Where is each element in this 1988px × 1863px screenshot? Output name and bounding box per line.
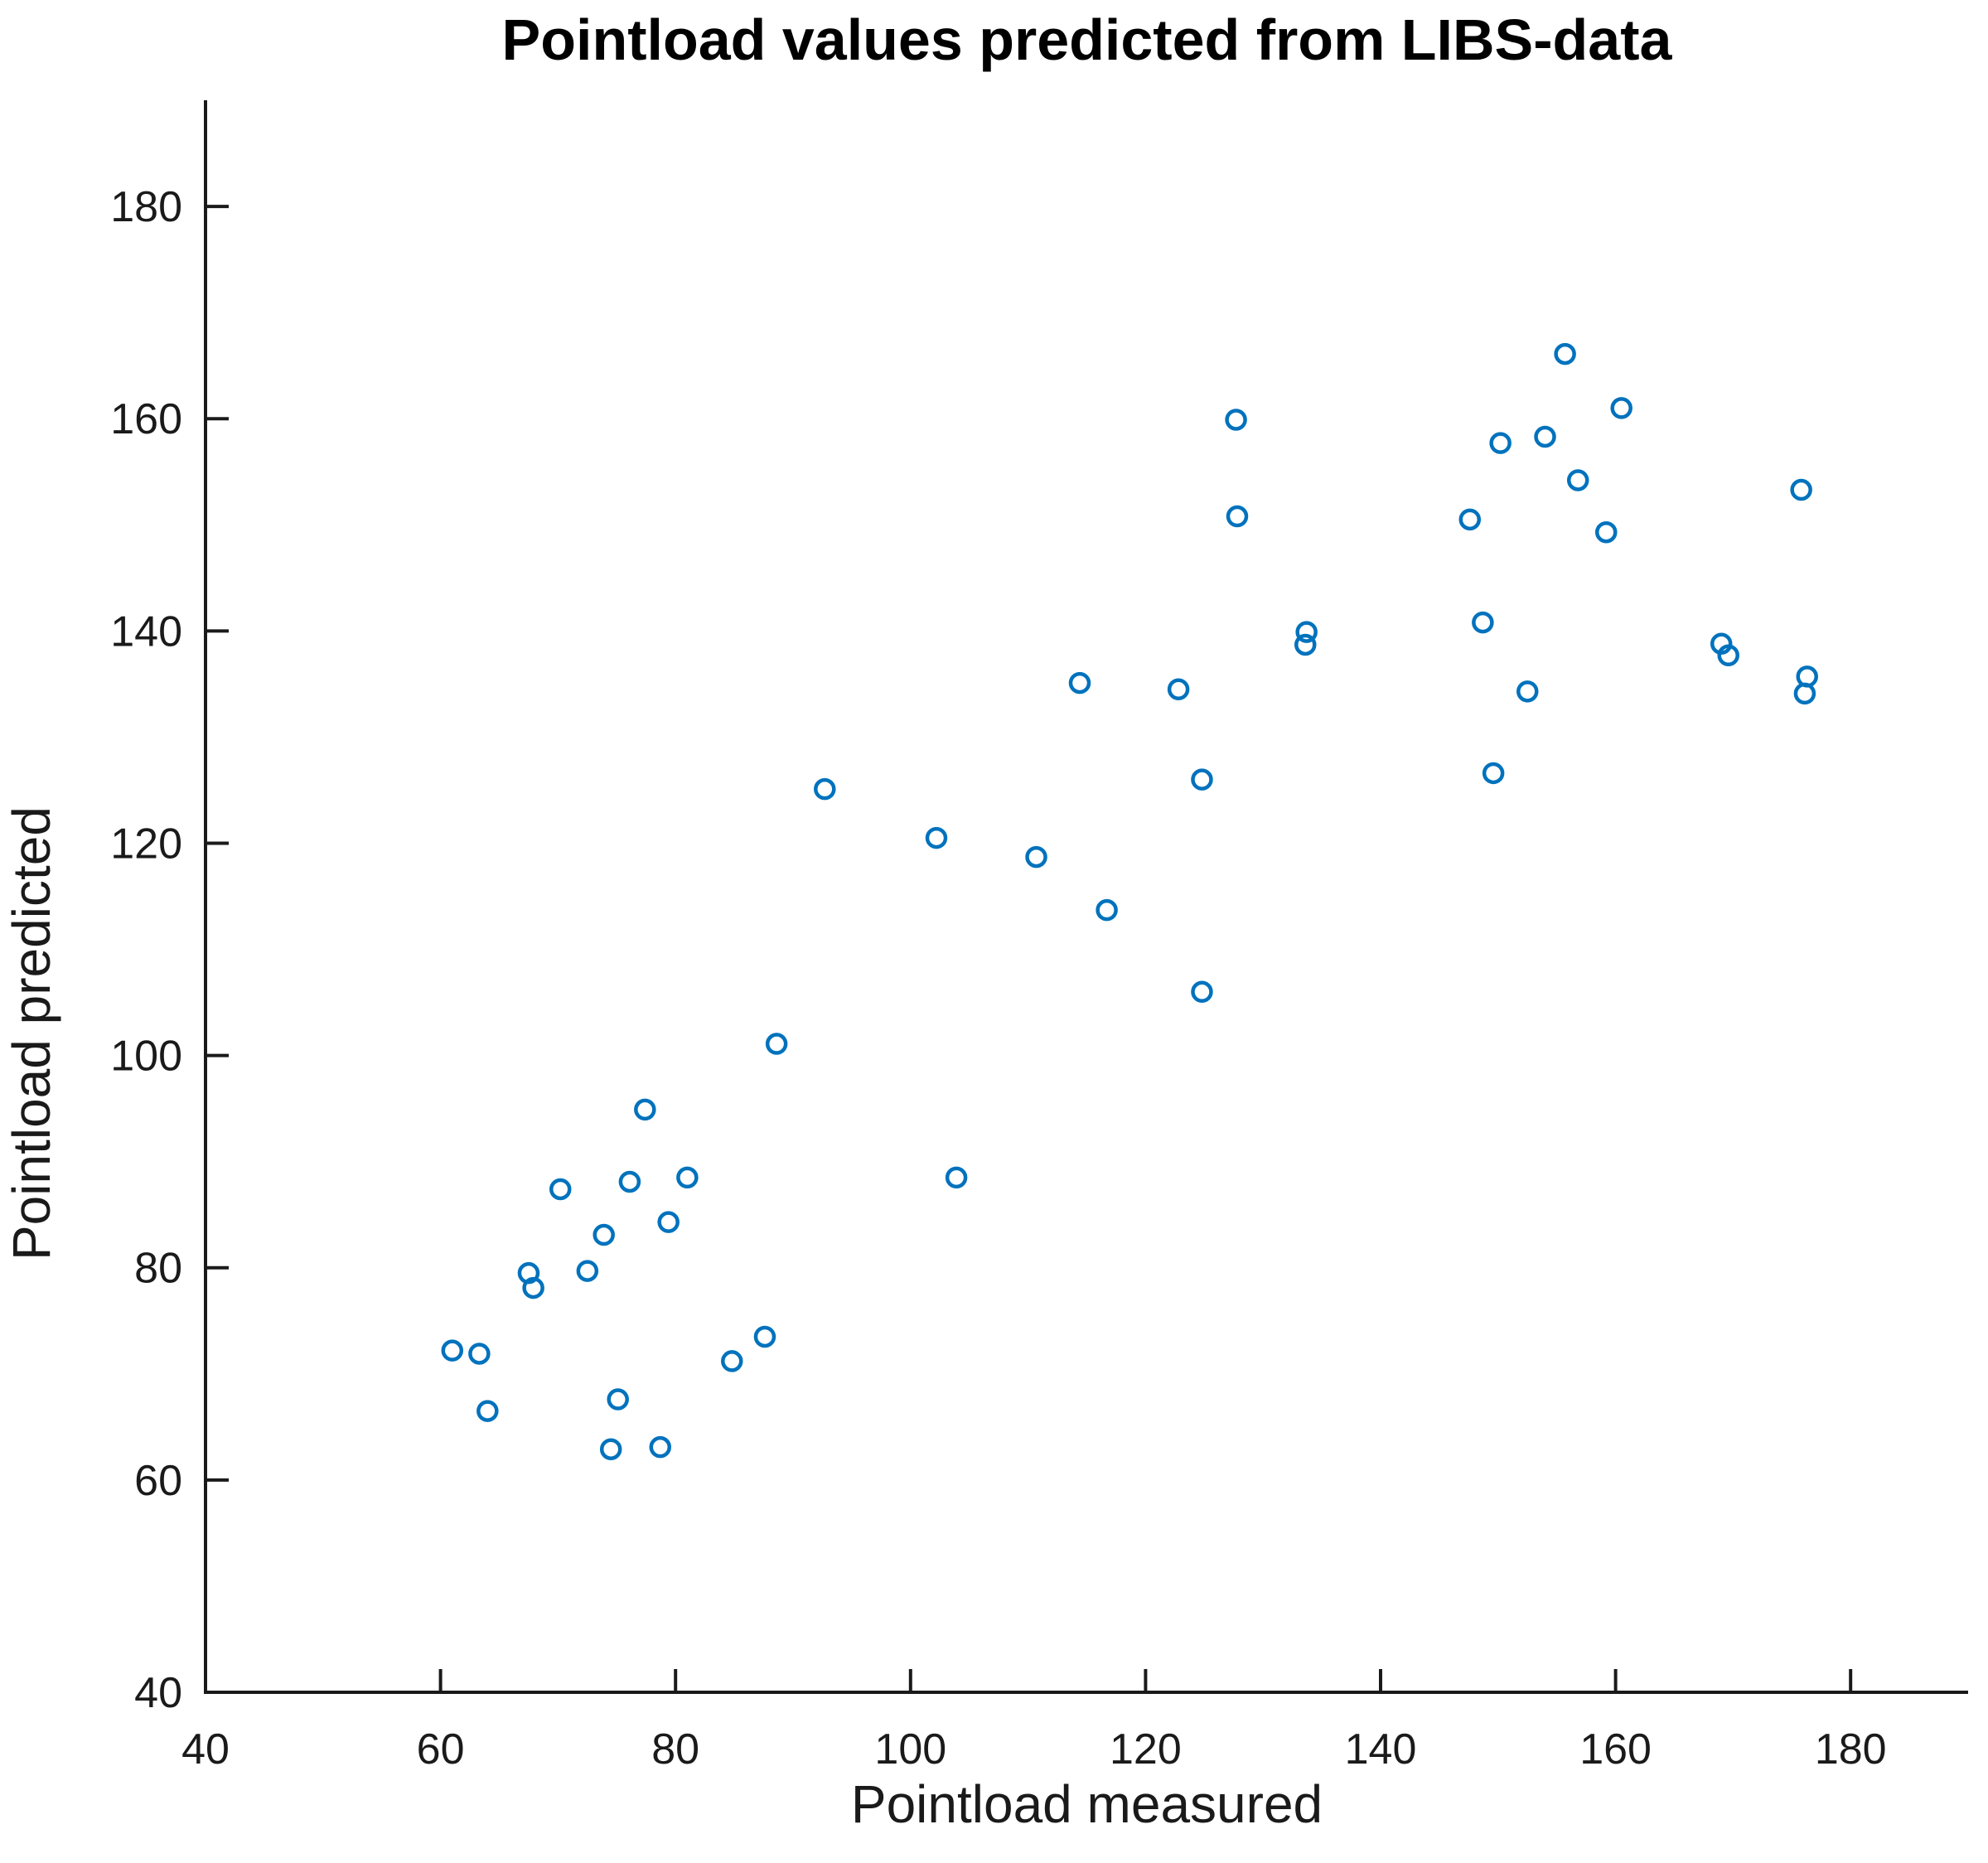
scatter-point: [1534, 425, 1556, 448]
scatter-point: [1191, 980, 1213, 1004]
y-tick-label: 60: [134, 1457, 182, 1505]
scatter-point: [1566, 469, 1589, 491]
scatter-point: [1595, 520, 1618, 544]
scatter-point: [721, 1350, 743, 1372]
scatter-point: [1489, 432, 1512, 454]
scatter-point: [1472, 611, 1494, 634]
scatter-point: [1068, 671, 1091, 694]
scatter-point: [945, 1166, 968, 1189]
scatter-point: [522, 1276, 544, 1299]
x-tick-label: 80: [651, 1725, 699, 1773]
scatter-point: [1554, 342, 1576, 365]
scatter-point: [1294, 633, 1317, 656]
scatter-point: [593, 1223, 615, 1246]
scatter-point: [1610, 397, 1632, 419]
x-tick-label: 60: [417, 1725, 465, 1773]
scatter-point: [549, 1178, 572, 1201]
y-tick-label: 120: [110, 820, 182, 868]
scatter-point: [1191, 768, 1213, 791]
scatter-point: [676, 1166, 699, 1189]
scatter-point: [925, 826, 948, 849]
x-tick-label: 160: [1579, 1725, 1652, 1773]
scatter-point: [607, 1388, 629, 1411]
scatter-point: [753, 1325, 776, 1348]
x-tick-label: 100: [874, 1725, 946, 1773]
scatter-point: [657, 1211, 680, 1233]
scatter-point: [1167, 678, 1190, 701]
y-tick-label: 40: [134, 1669, 182, 1717]
chart-title: Pointload values predicted from LIBS-dat…: [501, 7, 1672, 72]
scatter-point: [1025, 845, 1047, 869]
y-tick-label: 100: [110, 1033, 182, 1081]
scatter-point: [1295, 621, 1318, 643]
scatter-point: [468, 1343, 491, 1365]
scatter-point: [1226, 505, 1249, 528]
scatter-point: [1096, 898, 1118, 922]
scatter-point: [1516, 680, 1539, 703]
scatter-point: [599, 1438, 622, 1460]
x-tick-label: 140: [1345, 1725, 1417, 1773]
y-tick-label: 140: [110, 607, 182, 656]
y-tick-label: 180: [110, 183, 182, 231]
scatter-point: [1482, 762, 1505, 785]
y-tick-label: 80: [134, 1245, 182, 1293]
x-tick-label: 120: [1110, 1725, 1182, 1773]
scatter-point: [814, 777, 836, 801]
x-tick-label: 180: [1815, 1725, 1887, 1773]
x-axis-label: Pointload measured: [850, 1774, 1323, 1834]
scatter-point: [1225, 409, 1247, 431]
scatter-point: [634, 1098, 656, 1121]
scatter-point: [1717, 644, 1739, 667]
y-tick-label: 160: [110, 395, 182, 443]
scatter-point: [1793, 682, 1816, 705]
scatter-point: [649, 1435, 672, 1459]
scatter-point: [1458, 508, 1482, 531]
scatter-point: [476, 1400, 499, 1422]
x-tick-label: 40: [181, 1725, 230, 1773]
scatter-point: [1790, 478, 1812, 501]
scatter-point: [765, 1033, 788, 1055]
scatter-point: [441, 1339, 464, 1362]
scatter-point: [576, 1260, 599, 1282]
scatter-point: [618, 1170, 641, 1193]
